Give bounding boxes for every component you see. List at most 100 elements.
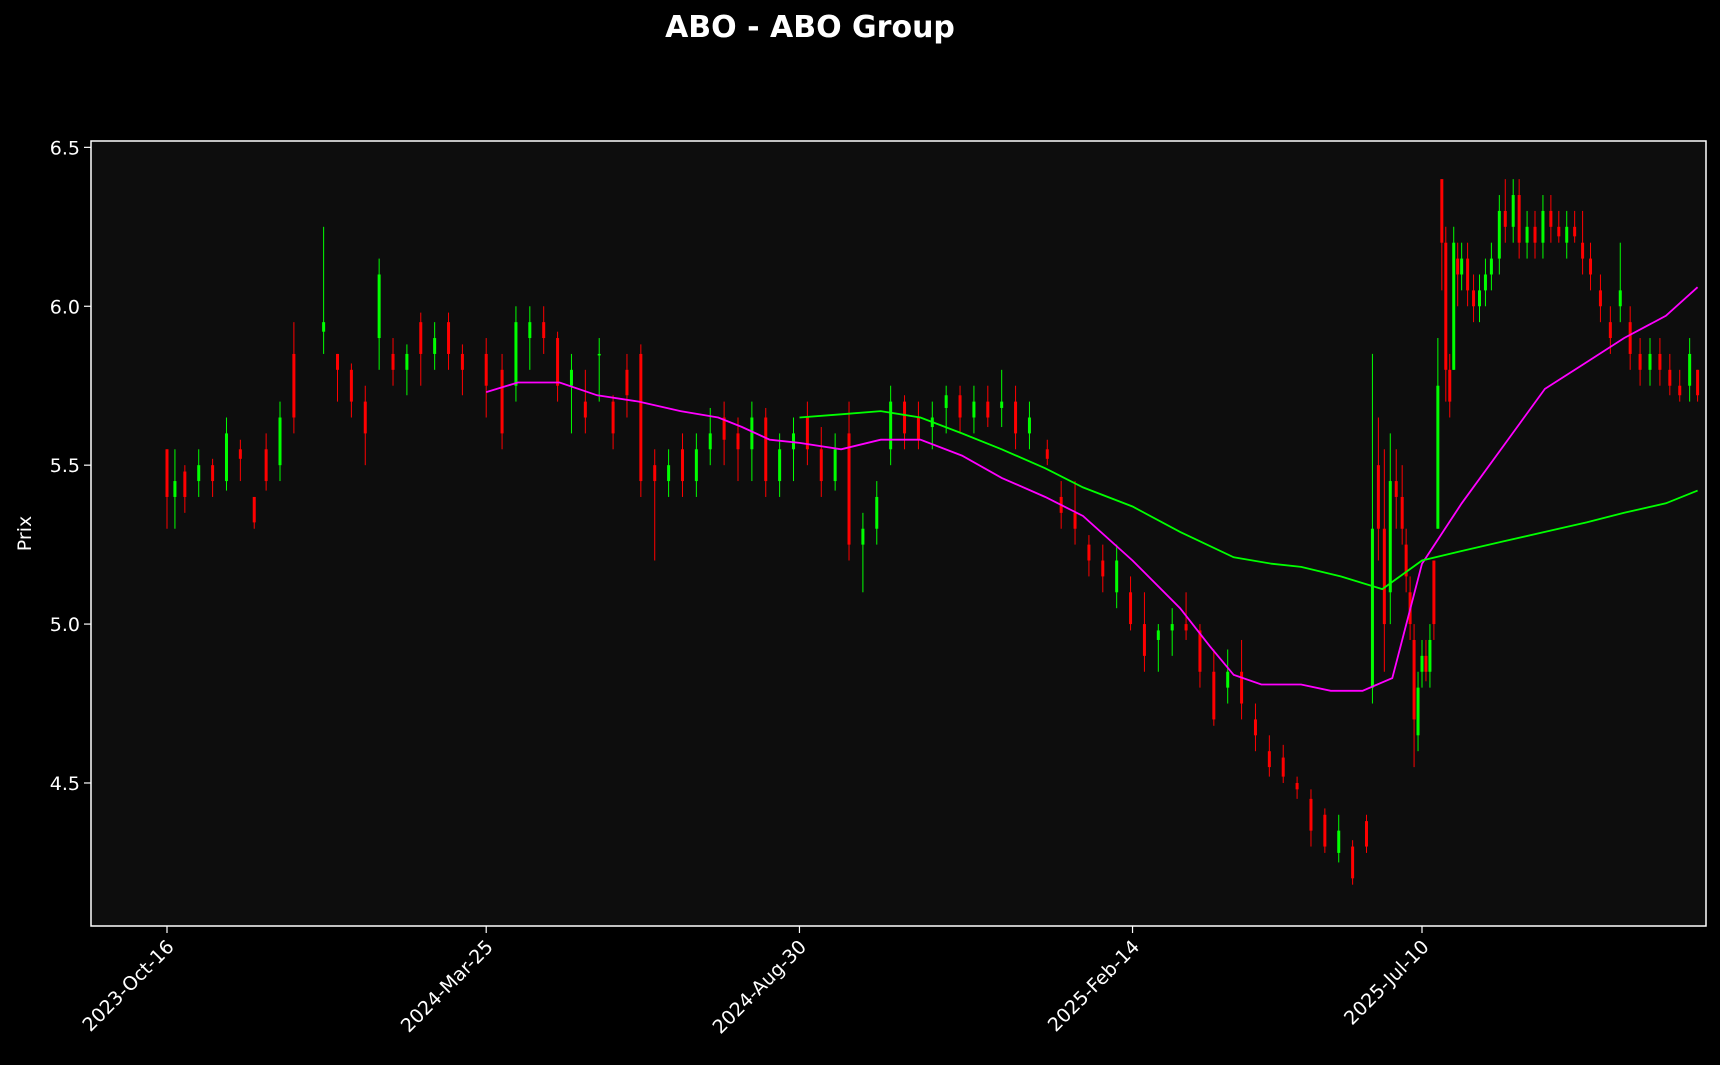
candle-body: [680, 449, 684, 482]
candle: [1466, 242, 1470, 307]
candle-body: [1212, 671, 1216, 720]
candle-body: [1156, 630, 1160, 640]
x-axis: 2023-Oct-16 2024-Mar-25 2024-Aug-30 2025-Fe…: [78, 926, 1434, 1038]
candle-body: [1370, 528, 1374, 688]
candle: [173, 449, 177, 529]
candle: [1027, 401, 1031, 450]
candle-body: [1658, 353, 1662, 370]
moving-average-long-line: [799, 410, 1698, 591]
candle-body: [1456, 258, 1460, 275]
candle: [1388, 433, 1392, 625]
candle-body: [889, 401, 893, 450]
candle: [1696, 369, 1700, 402]
candle-body: [1460, 258, 1464, 275]
candle: [1382, 449, 1386, 672]
candle: [1309, 789, 1313, 847]
candle: [419, 312, 423, 386]
candle: [1253, 703, 1257, 752]
candle: [1240, 639, 1244, 720]
candle: [1557, 210, 1561, 243]
candle-body: [778, 449, 782, 482]
candle: [1456, 242, 1460, 307]
candle-body: [363, 401, 367, 434]
candle-body: [1497, 210, 1501, 259]
candle-body: [1517, 195, 1521, 243]
candle-body: [1565, 226, 1569, 243]
candle-body: [1668, 369, 1672, 386]
candle: [1638, 338, 1642, 386]
candle: [1483, 258, 1487, 307]
candle-body: [377, 274, 381, 339]
candle: [1477, 274, 1481, 323]
candle: [1323, 808, 1327, 853]
y-axis: 4.5 5.0 5.5 6.0 6.5: [50, 137, 91, 795]
candle: [1573, 210, 1577, 243]
candle-body: [336, 353, 340, 370]
candle: [1472, 274, 1476, 323]
candle-body: [264, 449, 268, 482]
candle-body: [1420, 655, 1424, 672]
x-tick-label: 2024-Mar-25: [397, 936, 498, 1037]
candle: [377, 258, 381, 370]
candle-body: [460, 353, 464, 370]
candle-body: [1472, 290, 1476, 307]
candle-body: [197, 465, 201, 482]
candle: [1370, 353, 1374, 704]
candle: [889, 385, 893, 466]
candle-body: [183, 471, 187, 497]
candle: [391, 338, 395, 386]
candle-body: [447, 322, 451, 354]
candle-body: [1364, 821, 1368, 847]
candle-body: [792, 433, 796, 450]
candle: [1658, 338, 1662, 386]
candle-body: [1253, 719, 1257, 736]
candle: [1444, 226, 1448, 402]
candle: [514, 306, 518, 402]
candle-body: [916, 417, 920, 440]
candle: [1452, 226, 1456, 370]
candle-body: [875, 496, 879, 529]
candle-body: [1014, 401, 1018, 434]
candle-body: [349, 369, 353, 402]
candle: [1628, 306, 1632, 370]
y-tick-label: 6.0: [50, 296, 80, 318]
candle: [569, 353, 573, 434]
candle-body: [1452, 242, 1456, 370]
candle-body: [1432, 560, 1436, 625]
candle: [611, 395, 615, 450]
chart-title: ABO - ABO Group: [665, 10, 955, 45]
candle: [1212, 649, 1216, 726]
candle-body: [1394, 481, 1398, 497]
candle-body: [1638, 353, 1642, 370]
candle: [542, 306, 546, 354]
candle-body: [569, 369, 573, 386]
candle-body: [1323, 814, 1327, 847]
candle-body: [611, 401, 615, 434]
candle-body: [1573, 226, 1577, 237]
candle: [528, 306, 532, 370]
candle-body: [1628, 322, 1632, 354]
candle: [349, 363, 353, 418]
candle-body: [1696, 369, 1700, 396]
candle-body: [500, 369, 504, 434]
candle-body: [1351, 846, 1355, 879]
candle: [1460, 242, 1464, 291]
candle: [1087, 535, 1091, 577]
candle: [1648, 338, 1652, 386]
candle: [1440, 179, 1444, 291]
candle: [819, 427, 823, 497]
candle-body: [1428, 639, 1432, 672]
candle-body: [1648, 353, 1652, 370]
candle: [653, 449, 657, 561]
candle-body: [1170, 624, 1174, 631]
candle-body: [653, 465, 657, 482]
x-tick-label: 2023-Oct-16: [78, 936, 178, 1036]
candle: [736, 417, 740, 482]
candle: [363, 385, 367, 466]
candle-body: [1382, 528, 1386, 625]
candle: [1416, 671, 1420, 752]
candle: [1549, 195, 1553, 243]
candle: [556, 331, 560, 402]
candle: [1226, 649, 1230, 704]
